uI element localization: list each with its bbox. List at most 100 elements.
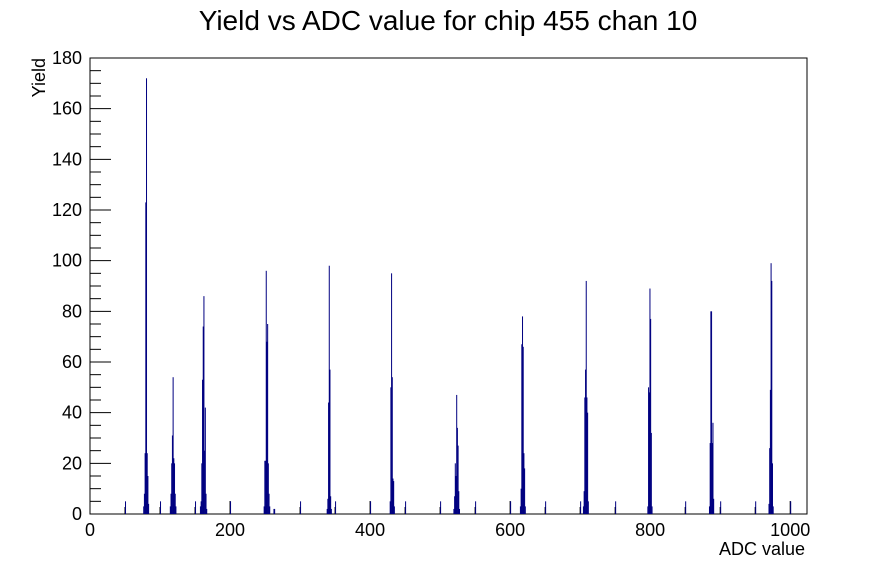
histogram-bin: [713, 498, 715, 514]
histogram-bin: [524, 506, 526, 514]
y-tick-label: 60: [62, 352, 82, 372]
histogram-bin: [268, 493, 270, 514]
histogram-bin: [145, 202, 147, 514]
histogram-bin: [755, 501, 757, 514]
histogram-bin: [265, 270, 267, 514]
histogram-bin: [770, 263, 772, 514]
histogram-bin: [326, 508, 328, 514]
histogram-bin: [370, 501, 372, 514]
x-tick-label: 0: [85, 520, 95, 540]
histogram-bin: [195, 501, 197, 514]
y-tick-label: 20: [62, 453, 82, 473]
histogram-bin: [143, 506, 145, 514]
histogram-bin: [720, 501, 722, 514]
histogram-bin: [615, 501, 617, 514]
histogram-bin: [405, 501, 407, 514]
histogram-bin: [160, 501, 162, 514]
histogram-bin: [708, 506, 710, 514]
histogram-bin: [711, 311, 713, 514]
histogram-bin: [204, 450, 206, 514]
histogram-bin: [393, 481, 395, 514]
x-tick-label: 800: [635, 520, 665, 540]
histogram-bin: [200, 501, 202, 514]
histogram-bin: [205, 493, 207, 514]
histogram-bin: [148, 503, 150, 514]
histogram-bin: [521, 344, 523, 514]
histogram-bin: [300, 501, 302, 514]
histogram-bin: [172, 377, 174, 514]
histogram-bin: [144, 453, 146, 514]
histogram-bin: [274, 508, 276, 514]
histogram-bin: [650, 432, 652, 514]
x-tick-label: 600: [495, 520, 525, 540]
histogram-bin: [771, 463, 773, 514]
histogram-bin: [146, 78, 148, 515]
histogram-bin: [230, 501, 232, 514]
histogram-bin: [459, 508, 461, 514]
histogram-bin: [273, 508, 275, 514]
y-tick-label: 100: [52, 251, 82, 271]
x-tick-label: 1000: [770, 520, 810, 540]
histogram-bin: [147, 476, 149, 514]
histogram-bin: [390, 387, 392, 514]
histogram-bin: [391, 377, 393, 514]
histogram-bin: [266, 341, 268, 514]
histogram-bin: [265, 460, 267, 514]
histogram-bin: [545, 501, 547, 514]
histogram-bin: [206, 508, 208, 514]
histogram-bin: [524, 468, 526, 514]
histogram-bin: [650, 318, 652, 514]
histogram-bin: [267, 324, 269, 514]
histogram-bin: [454, 496, 456, 514]
histogram-bin: [711, 443, 713, 514]
histogram-bin: [263, 506, 265, 514]
y-axis-label: Yield: [29, 58, 49, 97]
histogram-bin: [522, 316, 524, 514]
tick-labels: 0 200 400 600 800 1000 0 20 40 60 80 100 120 140 160 18…: [52, 48, 810, 540]
histogram-bin: [335, 501, 337, 514]
histogram-bin: [771, 280, 773, 514]
histogram-bin: [393, 506, 395, 514]
histogram-bin: [790, 501, 792, 514]
histogram-bin: [453, 508, 455, 514]
histogram-bin: [329, 369, 331, 514]
histogram-bin: [523, 453, 525, 514]
y-tick-label: 80: [62, 301, 82, 321]
histogram-bin: [389, 501, 391, 514]
histogram-bin: [648, 392, 650, 514]
histogram-bin: [171, 463, 173, 514]
histogram-bin: [203, 296, 205, 514]
histogram-bin: [510, 501, 512, 514]
histogram-bin: [456, 394, 458, 514]
histogram-bin: [649, 288, 651, 514]
histogram-bin: [330, 496, 332, 514]
histogram-bin: [175, 506, 177, 514]
histogram-bin: [328, 402, 330, 514]
x-axis-label: ADC value: [719, 539, 805, 559]
histogram-bin: [520, 488, 522, 514]
y-tick-label: 180: [52, 48, 82, 68]
y-tick-label: 120: [52, 200, 82, 220]
histogram-bin: [648, 387, 650, 514]
histogram-bin: [330, 508, 332, 514]
chart-title: Yield vs ADC value for chip 455 chan 10: [199, 5, 698, 36]
histogram-bin: [264, 460, 266, 514]
histogram-bin: [769, 389, 771, 514]
histogram-bin: [583, 491, 585, 514]
histogram-bin: [269, 506, 271, 514]
histogram-bin: [455, 476, 457, 514]
x-tick-label: 400: [355, 520, 385, 540]
histogram-bin: [457, 445, 459, 514]
histogram-bin: [440, 501, 442, 514]
histogram-bin: [768, 503, 770, 514]
histogram-bin: [582, 506, 584, 514]
histogram-bin: [170, 493, 172, 514]
histogram-bin: [327, 498, 329, 514]
histogram-bin: [146, 453, 148, 514]
histogram-bin: [685, 501, 687, 514]
histogram-bin: [204, 407, 206, 514]
histogram-bin: [586, 397, 588, 514]
histogram-bin: [580, 501, 582, 514]
